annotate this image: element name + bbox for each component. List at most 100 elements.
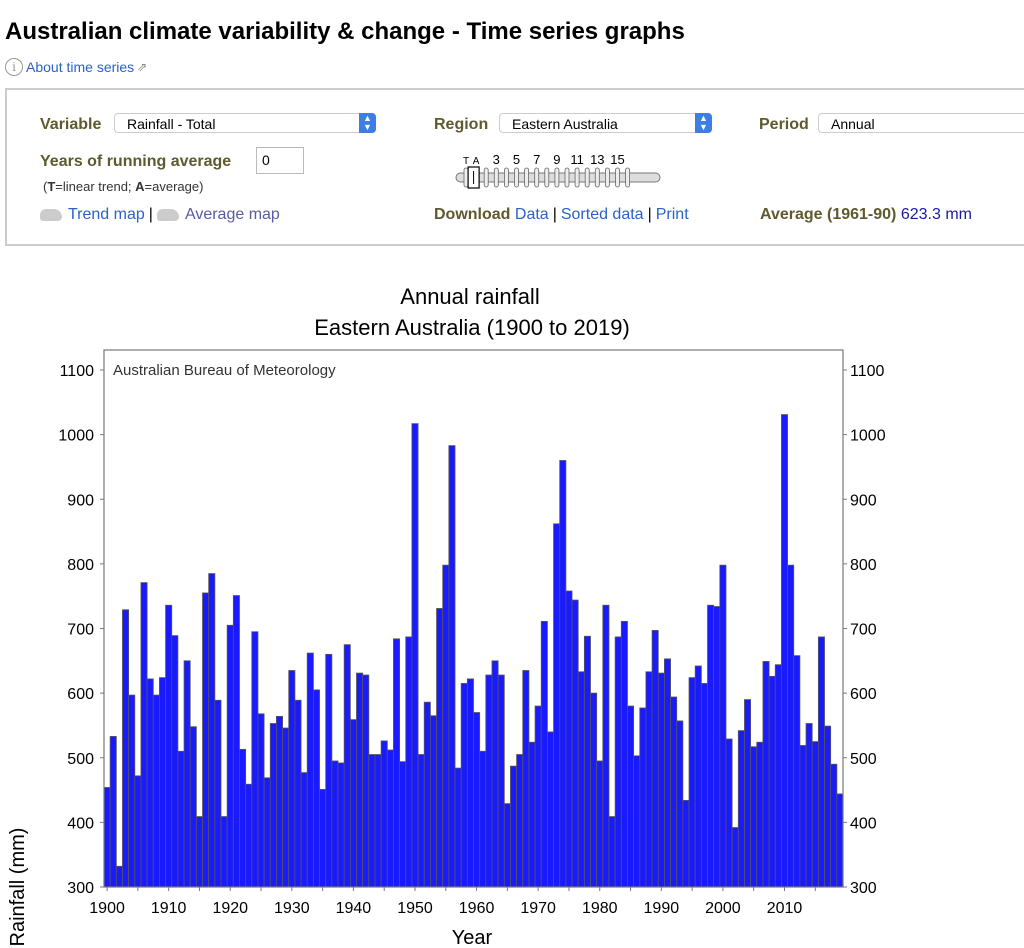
x-tick-label: 1900: [89, 900, 125, 917]
bar-1915: [195, 816, 203, 888]
x-tick-label: 1910: [151, 900, 187, 917]
bar-1966: [510, 765, 518, 888]
bar-1919: [220, 816, 228, 888]
bar-1934: [312, 689, 320, 888]
bar-2005: [750, 746, 758, 888]
bar-1906: [140, 582, 148, 888]
bar-2007: [762, 661, 770, 888]
bar-1905: [134, 775, 142, 888]
bar-1928: [276, 715, 283, 888]
slider-tick: [544, 167, 550, 188]
bar-1903: [122, 609, 130, 888]
slider-tick: [584, 167, 590, 188]
bar-1972: [547, 731, 554, 888]
period-select[interactable]: Annual: [818, 113, 1024, 133]
period-value: Annual: [831, 116, 875, 132]
bar-1964: [497, 674, 505, 888]
about-time-series-link[interactable]: About time series: [26, 59, 135, 75]
region-select[interactable]: Eastern Australia ▲ ▼: [499, 113, 712, 133]
bar-1986: [633, 755, 641, 888]
bar-1917: [208, 573, 216, 888]
bar-1930: [288, 670, 296, 888]
bar-1924: [251, 631, 259, 888]
bar-1911: [171, 635, 179, 888]
bar-2000: [719, 564, 727, 888]
slider-tick: [574, 167, 580, 188]
sorted-data-link[interactable]: Sorted data: [560, 206, 644, 223]
running-average-input[interactable]: 0: [256, 147, 304, 174]
region-value: Eastern Australia: [512, 116, 618, 132]
bar-1965: [503, 803, 511, 888]
rainfall-chart: Annual rainfall Eastern Australia (1900 …: [7, 284, 886, 948]
trend-map-link[interactable]: Trend map: [68, 206, 145, 223]
x-tick-label: 1950: [397, 900, 433, 917]
y-tick-label-right: 500: [850, 751, 877, 768]
slider-tick: [594, 167, 600, 188]
bar-1920: [226, 624, 234, 888]
hint-end: =average): [144, 179, 204, 194]
bar-1940: [349, 719, 357, 888]
bar-1900: [103, 787, 111, 888]
variable-select[interactable]: Rainfall - Total ▲ ▼: [114, 113, 376, 133]
bar-1992: [670, 696, 678, 888]
bar-1931: [294, 699, 302, 888]
bar-1984: [620, 620, 628, 888]
controls-panel: [5, 88, 1024, 246]
bar-2002: [731, 827, 739, 888]
bar-1952: [423, 701, 431, 888]
x-tick-label: 2000: [705, 900, 741, 917]
bar-1971: [540, 620, 548, 888]
bar-2006: [756, 741, 764, 888]
bar-2001: [725, 738, 733, 888]
bar-1922: [239, 748, 247, 888]
page-title: Australian climate variability & change …: [5, 18, 685, 45]
running-average-hint: (T=linear trend; A=average): [43, 179, 203, 194]
slider-tick: [534, 167, 540, 188]
bar-1996: [694, 665, 702, 888]
y-tick-label: 700: [67, 622, 94, 639]
bar-1989: [651, 630, 659, 888]
bar-1927: [269, 723, 277, 888]
bar-1980: [596, 760, 604, 888]
bar-1958: [460, 683, 468, 888]
bar-1938: [337, 762, 345, 888]
running-average-slider[interactable]: T A 3 5 7 9 11 13 15: [452, 150, 664, 192]
data-link[interactable]: Data: [514, 206, 549, 223]
bar-1977: [577, 671, 585, 888]
bar-2019: [836, 793, 844, 888]
print-link[interactable]: Print: [655, 206, 689, 223]
plot-frame: [103, 349, 844, 888]
bar-1974: [559, 460, 567, 888]
slider-tick: [524, 167, 529, 188]
bar-1969: [528, 741, 536, 888]
slider-label: 5: [513, 152, 520, 167]
bar-1993: [676, 720, 684, 888]
bar-1970: [534, 705, 542, 888]
bar-1904: [128, 694, 136, 888]
average-map-link[interactable]: Average map: [184, 206, 280, 223]
y-tick-label-right: 400: [850, 815, 877, 832]
bar-1926: [263, 777, 271, 888]
chevron-updown-icon: ▲ ▼: [695, 113, 712, 133]
bar-2018: [830, 763, 838, 888]
separator: |: [552, 206, 557, 223]
x-tick-label: 1940: [336, 900, 372, 917]
bar-1945: [380, 740, 388, 888]
bar-1955: [442, 564, 450, 888]
bar-1957: [454, 767, 462, 888]
y-tick-label-right: 800: [850, 557, 877, 574]
x-tick-label: 1960: [459, 900, 495, 917]
bar-1994: [682, 800, 690, 888]
slider-label: 11: [570, 152, 584, 167]
bar-1914: [189, 726, 197, 888]
slider-tick: [625, 167, 631, 188]
bar-1908: [152, 694, 160, 888]
chart-subtitle: Eastern Australia (1900 to 2019): [314, 315, 630, 340]
y-tick-label-right: 700: [850, 622, 877, 639]
bar-1939: [343, 644, 351, 888]
bar-2004: [744, 699, 752, 888]
bar-1916: [202, 592, 210, 888]
y-tick-label-right: 1100: [850, 363, 885, 380]
y-tick-label: 400: [67, 815, 94, 832]
bar-1912: [177, 750, 185, 888]
